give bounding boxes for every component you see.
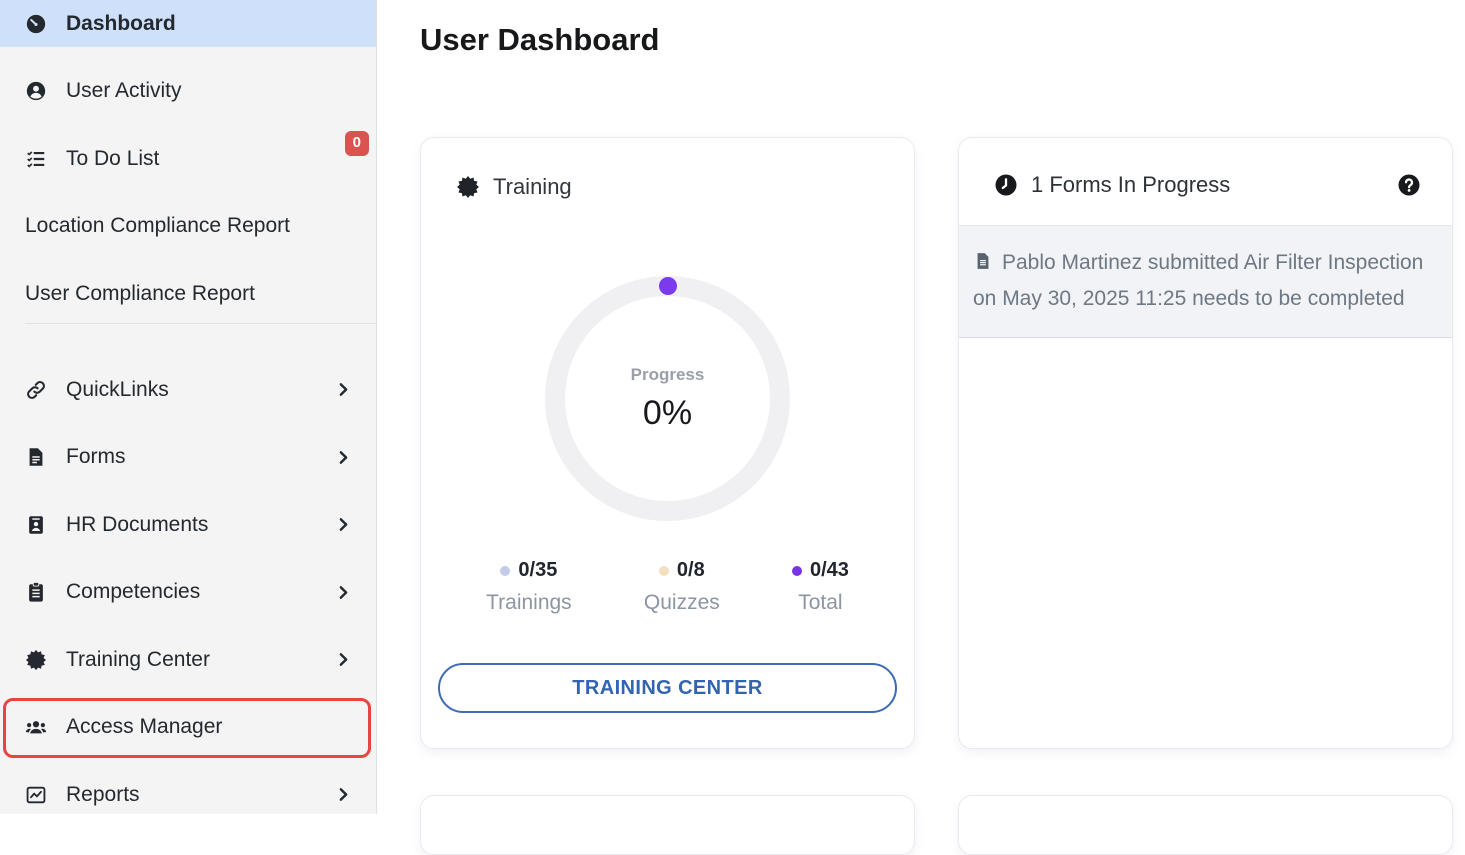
sidebar-item-hr-documents[interactable]: HR Documents <box>0 501 376 548</box>
stat-dot-icon <box>791 565 802 576</box>
sidebar-item-label: Competencies <box>66 580 201 603</box>
sidebar-item-forms[interactable]: Forms <box>0 434 376 481</box>
training-stats: 0/35 Trainings 0/8 Quizzes 0/43 Total <box>438 559 897 615</box>
chevron-right-icon <box>336 585 351 600</box>
progress-ring-wrap: Progress 0% <box>438 276 897 521</box>
progress-ring-dot <box>658 277 677 295</box>
progress-label: Progress <box>630 364 705 384</box>
sidebar-item-reports[interactable]: Reports <box>0 771 376 818</box>
stat-dot-icon <box>500 565 511 576</box>
sidebar-item-to-do-list[interactable]: To Do List 0 <box>0 131 376 182</box>
sidebar-nav: Dashboard User Activity To Do List 0 Locatio… <box>0 0 376 818</box>
sidebar-item-label: Location Compliance Report <box>25 214 290 237</box>
sidebar-item-label: Dashboard <box>66 11 176 35</box>
todo-count-badge: 0 <box>344 131 369 156</box>
sidebar-item-quicklinks[interactable]: QuickLinks <box>0 366 376 413</box>
id-card-icon <box>25 514 48 536</box>
sidebar-item-label: To Do List <box>66 146 160 170</box>
sidebar-item-dashboard[interactable]: Dashboard <box>0 0 376 47</box>
dashboard-cards-row: Training Progress 0% 0/35 Trainings 0/8 Qui… <box>420 137 1465 749</box>
sidebar-item-location-compliance-report[interactable]: Location Compliance Report <box>0 203 376 250</box>
progress-value: 0% <box>642 393 693 432</box>
partial-card-left <box>420 795 915 855</box>
dashboard-cards-row-2 <box>420 795 1465 855</box>
training-card: Training Progress 0% 0/35 Trainings 0/8 Qui… <box>420 137 915 749</box>
training-card-title: Training <box>493 174 572 199</box>
sidebar-item-label: User Activity <box>66 79 182 102</box>
seal-icon <box>456 175 480 199</box>
stat-value: 0/43 <box>791 559 849 582</box>
stat-label: Quizzes <box>643 591 720 614</box>
file-text-icon <box>25 446 48 468</box>
training-center-button[interactable]: TRAINING CENTER <box>438 663 897 713</box>
stat-quizzes: 0/8 Quizzes <box>644 559 720 615</box>
users-icon <box>25 716 48 738</box>
sidebar: Dashboard User Activity To Do List 0 Locatio… <box>0 0 377 814</box>
stat-dot-icon <box>658 565 669 576</box>
sidebar-item-competencies[interactable]: Competencies <box>0 569 376 616</box>
sidebar-item-access-manager[interactable]: Access Manager <box>0 697 376 758</box>
progress-ring: Progress 0% <box>545 276 790 521</box>
stat-trainings: 0/35 Trainings <box>486 559 572 615</box>
tachometer-icon <box>25 13 48 35</box>
chevron-right-icon <box>336 787 351 802</box>
stat-value: 0/8 <box>644 559 720 582</box>
list-check-icon <box>25 148 48 170</box>
sidebar-item-label: User Compliance Report <box>25 281 255 305</box>
user-circle-icon <box>25 80 48 102</box>
chevron-right-icon <box>336 517 351 532</box>
chevron-right-icon <box>336 450 351 465</box>
stat-label: Total <box>798 591 843 614</box>
chart-line-icon <box>25 784 48 806</box>
training-card-header: Training <box>438 174 897 200</box>
question-circle-icon[interactable] <box>1397 173 1421 197</box>
sidebar-divider <box>25 323 376 324</box>
chevron-right-icon <box>336 382 351 397</box>
file-icon <box>973 245 1002 281</box>
sidebar-item-label: Forms <box>66 445 126 468</box>
main-content: User Dashboard Training Progress 0% 0/35… <box>377 19 1465 855</box>
clipboard-icon <box>25 581 48 603</box>
stat-label: Trainings <box>486 591 572 614</box>
sidebar-item-user-compliance-report[interactable]: User Compliance Report <box>0 270 376 317</box>
progress-ring-center: Progress 0% <box>565 296 770 501</box>
sidebar-item-label: Access Manager <box>66 715 223 738</box>
partial-card-right <box>958 795 1453 855</box>
forms-in-progress-card: 1 Forms In Progress Pablo Martinez submi… <box>958 137 1453 749</box>
clock-icon <box>994 173 1018 197</box>
chevron-right-icon <box>336 652 351 667</box>
stat-total: 0/43 Total <box>791 559 849 615</box>
sidebar-item-training-center[interactable]: Training Center <box>0 636 376 683</box>
link-icon <box>25 379 48 401</box>
seal-icon <box>25 649 48 671</box>
sidebar-item-label: HR Documents <box>66 512 209 536</box>
sidebar-item-label: QuickLinks <box>66 377 169 401</box>
forms-list-item[interactable]: Pablo Martinez submitted Air Filter Insp… <box>959 226 1452 338</box>
sidebar-item-user-activity[interactable]: User Activity <box>0 68 376 115</box>
forms-item-text: Pablo Martinez submitted Air Filter Insp… <box>973 251 1424 310</box>
forms-card-title: 1 Forms In Progress <box>1031 172 1231 197</box>
forms-card-header: 1 Forms In Progress <box>959 138 1452 225</box>
sidebar-item-label: Training Center <box>66 647 210 671</box>
stat-value: 0/35 <box>486 559 572 582</box>
sidebar-item-label: Reports <box>66 782 140 806</box>
page-title: User Dashboard <box>420 22 660 57</box>
forms-list: Pablo Martinez submitted Air Filter Insp… <box>959 225 1452 338</box>
